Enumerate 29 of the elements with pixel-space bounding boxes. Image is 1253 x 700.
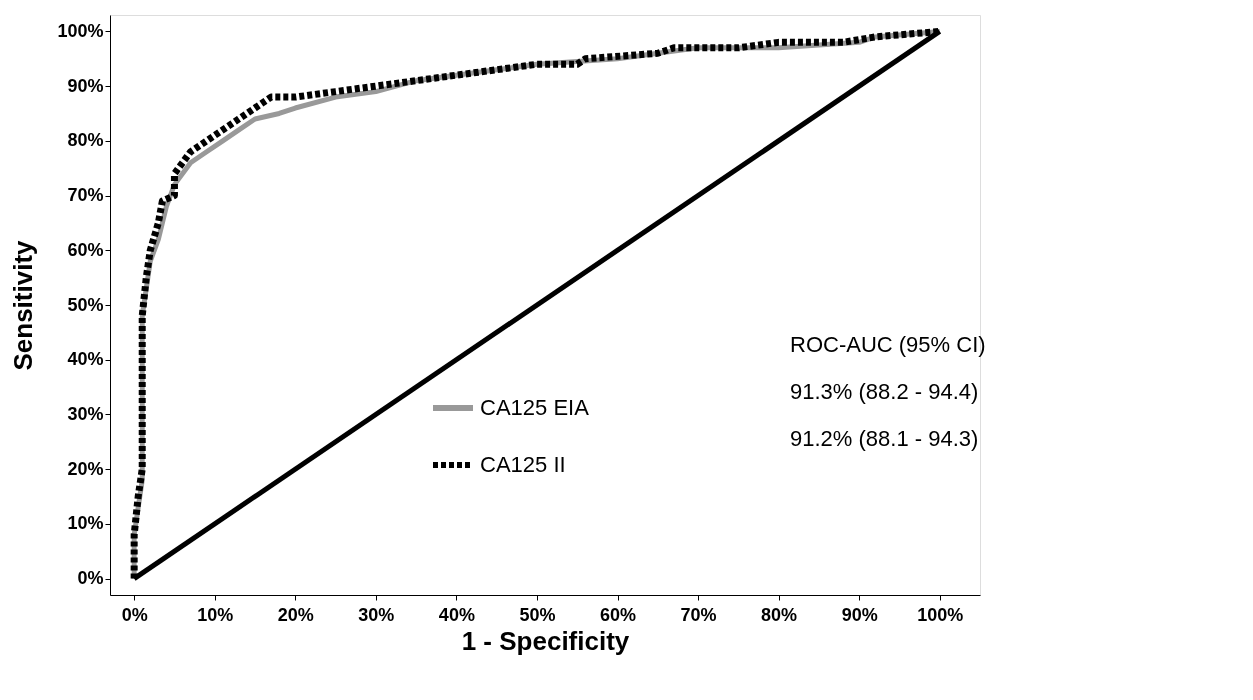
x-tick-label: 90% <box>841 604 878 625</box>
y-tick-label: 20% <box>67 458 104 479</box>
x-tick-label: 80% <box>761 604 798 625</box>
y-axis-title: Sensitivity <box>8 239 39 371</box>
x-tick-label: 100% <box>917 604 964 625</box>
y-tick-label: 10% <box>67 513 104 534</box>
legend-label: CA125 II <box>480 452 566 477</box>
y-tick-label: 50% <box>67 294 104 315</box>
x-tick-label: 60% <box>599 604 637 625</box>
x-tick-label: 10% <box>197 604 234 625</box>
x-tick-label: 40% <box>438 604 475 625</box>
x-tick-label: 50% <box>519 604 556 625</box>
x-tick-label: 70% <box>680 604 717 625</box>
annotation: 91.3% (88.2 - 94.4) <box>790 379 979 404</box>
y-tick-label: 30% <box>67 403 104 424</box>
y-tick-label: 60% <box>67 239 104 260</box>
legend-label: CA125 EIA <box>480 395 590 420</box>
y-tick-label: 40% <box>67 349 104 370</box>
y-tick-label: 100% <box>57 20 104 41</box>
x-tick-label: 20% <box>277 604 314 625</box>
annotation: 91.2% (88.1 - 94.3) <box>790 426 979 451</box>
annotation: ROC-AUC (95% CI) <box>790 332 986 357</box>
x-tick-label: 30% <box>358 604 395 625</box>
y-tick-label: 80% <box>67 130 104 151</box>
y-tick-label: 0% <box>77 568 104 589</box>
x-axis-title: 1 - Specificity <box>461 625 630 656</box>
x-tick-label: 0% <box>121 604 148 625</box>
y-tick-label: 90% <box>67 75 104 96</box>
y-tick-label: 70% <box>67 185 104 206</box>
